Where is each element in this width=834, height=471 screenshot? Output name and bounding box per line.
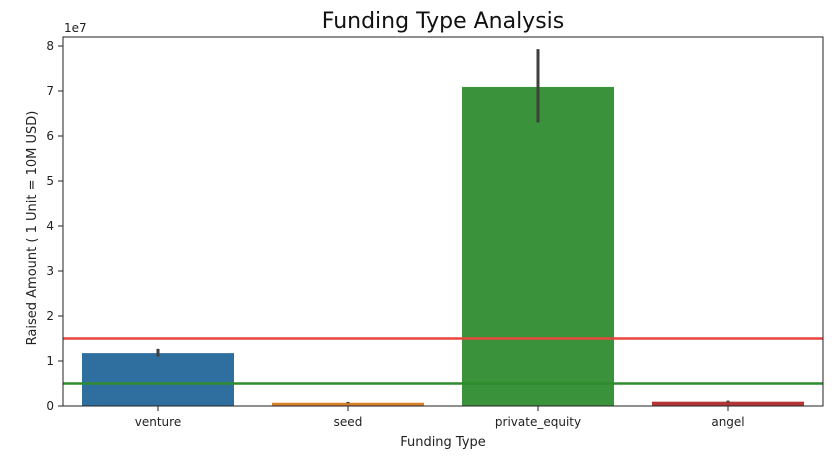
y-tick-label-7: 7: [46, 84, 54, 98]
y-tick-label-5: 5: [46, 174, 54, 188]
bar-private-equity: [462, 86, 614, 406]
plot-frame: [62, 36, 824, 407]
y-tick-label-6: 6: [46, 129, 54, 143]
y-offset-label: 1e7: [64, 21, 87, 35]
y-tick-label-4: 4: [46, 219, 54, 233]
plot-area: venture seed private_equity angel 0 1 2 3 4 5 6 7 8: [46, 39, 823, 429]
y-tick-label-2: 2: [46, 309, 54, 323]
x-tick-label-seed: seed: [334, 415, 363, 429]
y-tick-label-8: 8: [46, 39, 54, 53]
y-tick-label-0: 0: [46, 399, 54, 413]
bar-venture: [82, 353, 234, 406]
bar-seed: [272, 402, 424, 406]
y-axis-label: Raised Amount ( 1 Unit = 10M USD): [25, 111, 40, 346]
y-tick-label-3: 3: [46, 264, 54, 278]
y-tick-label-1: 1: [46, 354, 54, 368]
chart-title: Funding Type Analysis: [322, 9, 564, 34]
x-tick-label-private-equity: private_equity: [495, 415, 581, 429]
x-axis-label: Funding Type: [400, 435, 486, 450]
bar-angel: [652, 401, 804, 406]
x-tick-label-venture: venture: [135, 415, 181, 429]
x-tick-label-angel: angel: [711, 415, 744, 429]
